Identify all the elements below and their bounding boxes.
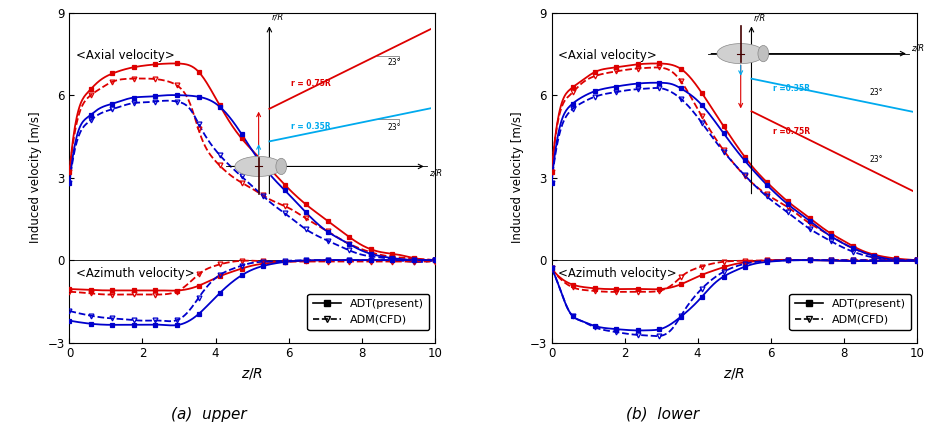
Text: (a)  upper: (a) upper bbox=[170, 407, 246, 422]
Legend: ADT(present), ADM(CFD): ADT(present), ADM(CFD) bbox=[789, 294, 911, 330]
Text: <Axial velocity>: <Axial velocity> bbox=[76, 49, 175, 63]
X-axis label: $z/R$: $z/R$ bbox=[241, 366, 263, 381]
Text: <Azimuth velocity>: <Azimuth velocity> bbox=[76, 266, 194, 280]
Y-axis label: Induced velocity [m/s]: Induced velocity [m/s] bbox=[29, 112, 42, 244]
X-axis label: $z/R$: $z/R$ bbox=[723, 366, 745, 381]
Text: <Axial velocity>: <Axial velocity> bbox=[558, 49, 657, 63]
Text: (b)  lower: (b) lower bbox=[626, 407, 698, 422]
Legend: ADT(present), ADM(CFD): ADT(present), ADM(CFD) bbox=[307, 294, 429, 330]
Text: <Azimuth velocity>: <Azimuth velocity> bbox=[558, 266, 677, 280]
Y-axis label: Induced velocity [m/s]: Induced velocity [m/s] bbox=[511, 112, 524, 244]
